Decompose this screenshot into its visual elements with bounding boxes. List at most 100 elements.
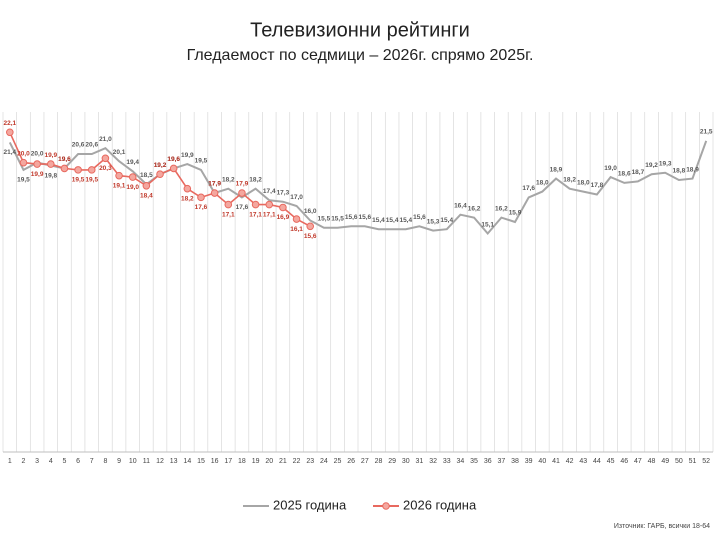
marker: [33, 160, 41, 168]
data-label: 17,8: [591, 182, 604, 189]
data-label: 19,6: [167, 156, 180, 163]
data-label: 19,2: [645, 162, 658, 169]
legend-marker: [382, 502, 390, 510]
data-label: 22,1: [3, 120, 16, 127]
data-label: 16,1: [290, 226, 303, 233]
data-label: 20,3: [99, 165, 112, 172]
data-label: 19,2: [154, 162, 167, 169]
x-tick-label: 25: [334, 458, 342, 465]
data-label: 18,9: [686, 166, 699, 173]
marker: [224, 200, 233, 209]
data-label: 17,9: [208, 181, 221, 188]
marker: [115, 171, 123, 180]
x-tick-label: 7: [90, 458, 94, 465]
data-label: 15,4: [399, 217, 412, 224]
data-label: 17,1: [222, 211, 235, 218]
x-tick-label: 52: [702, 458, 710, 465]
data-label: 19,1: [113, 182, 126, 189]
x-tick-label: 26: [347, 458, 355, 465]
data-label: 18,0: [536, 179, 549, 186]
x-tick-label: 36: [484, 458, 492, 465]
data-label: 20,6: [72, 142, 85, 149]
x-tick-label: 23: [306, 458, 314, 465]
data-label: 17,9: [236, 181, 249, 188]
marker: [251, 200, 260, 209]
x-tick-label: 41: [552, 458, 560, 465]
chart-subtitle: Гледаемост по седмици – 2026г. спрямо 20…: [187, 47, 534, 64]
x-tick-label: 33: [443, 458, 451, 465]
data-label: 18,9: [550, 166, 563, 173]
data-label: 18,7: [632, 169, 645, 176]
x-tick-label: 28: [375, 458, 383, 465]
x-tick-label: 15: [197, 458, 205, 465]
legend-label: 2025 година: [273, 497, 347, 512]
x-tick-label: 5: [62, 458, 66, 465]
marker: [142, 181, 151, 190]
data-label: 18,5: [140, 172, 153, 179]
x-tick-label: 45: [607, 458, 615, 465]
x-tick-label: 43: [579, 458, 587, 465]
x-tick-label: 24: [320, 458, 328, 465]
data-label: 17,4: [263, 188, 276, 195]
data-label: 17,6: [522, 185, 535, 192]
data-label: 20,0: [31, 150, 44, 157]
x-tick-label: 11: [143, 458, 150, 465]
marker: [74, 166, 82, 174]
data-label: 20,6: [85, 142, 98, 149]
x-tick-label: 31: [416, 458, 424, 465]
source-note: Източник: ГАРБ, всички 18-64: [614, 523, 710, 530]
data-label: 19,5: [72, 177, 85, 184]
data-label: 15,9: [509, 210, 522, 217]
marker: [156, 170, 164, 179]
data-label: 15,4: [440, 217, 453, 224]
marker: [19, 158, 28, 167]
marker: [292, 215, 301, 223]
marker: [169, 164, 178, 173]
data-label: 17,1: [263, 211, 276, 218]
data-label: 18,2: [563, 176, 576, 183]
x-tick-label: 20: [265, 458, 273, 465]
marker: [6, 128, 14, 137]
x-tick-label: 50: [675, 458, 683, 465]
data-label: 21,4: [3, 149, 16, 156]
x-tick-label: 9: [117, 458, 121, 465]
data-label: 16,9: [277, 214, 290, 221]
x-tick-label: 4: [49, 458, 53, 465]
marker: [306, 222, 315, 231]
marker: [87, 166, 96, 174]
data-label: 19,6: [58, 156, 71, 163]
data-label: 18,0: [577, 179, 590, 186]
data-label: 18,2: [222, 176, 235, 183]
x-tick-label: 14: [183, 458, 191, 465]
data-label: 20,0: [17, 150, 30, 157]
data-label: 20,1: [113, 149, 126, 156]
x-tick-label: 1: [8, 458, 12, 465]
data-label: 15,5: [331, 215, 344, 222]
x-tick-label: 22: [293, 458, 301, 465]
x-tick-label: 30: [402, 458, 410, 465]
marker: [46, 160, 55, 168]
data-label: 19,3: [659, 160, 672, 167]
marker: [60, 164, 69, 173]
data-label: 15,6: [304, 233, 317, 240]
data-label: 19,4: [126, 159, 139, 166]
data-label: 19,0: [604, 165, 617, 172]
x-tick-label: 37: [497, 458, 505, 465]
data-label: 15,4: [386, 217, 399, 224]
data-label: 15,6: [345, 214, 358, 221]
data-label: 17,3: [277, 189, 290, 196]
legend-label: 2026 година: [403, 497, 477, 512]
data-label: 16,2: [495, 205, 508, 212]
x-tick-label: 21: [279, 458, 287, 465]
x-tick-label: 12: [156, 458, 164, 465]
data-label: 19,9: [31, 171, 44, 178]
data-label: 16,2: [468, 205, 481, 212]
data-label: 19,8: [44, 172, 57, 179]
marker: [238, 189, 246, 197]
marker: [265, 200, 274, 209]
x-tick-label: 44: [593, 458, 601, 465]
data-label: 19,5: [195, 158, 208, 165]
data-label: 19,5: [85, 177, 98, 184]
data-label: 17,6: [236, 204, 249, 211]
data-label: 17,0: [290, 194, 303, 201]
